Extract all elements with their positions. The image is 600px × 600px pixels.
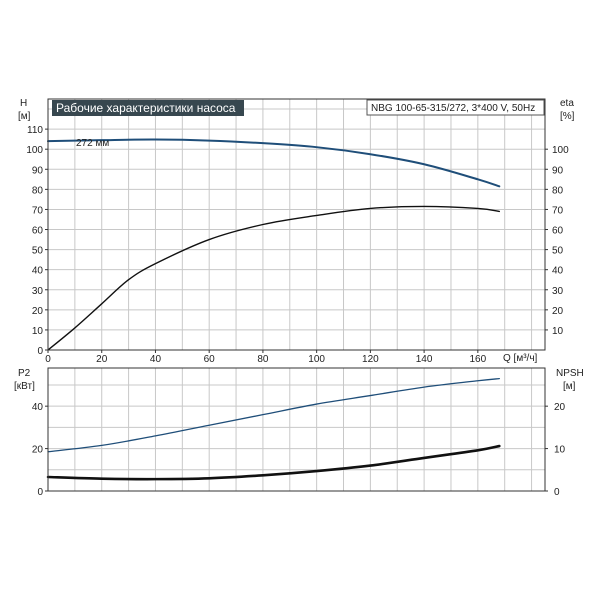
bottom-plot-grid — [48, 368, 545, 491]
right-tick-label: 40 — [552, 266, 564, 277]
left-axis-title-bottom: P2 — [18, 368, 31, 379]
pump-model-label: NBG 100-65-315/272, 3*400 V, 50Hz — [371, 103, 535, 114]
right-axis-title-bottom: NPSH — [556, 368, 584, 379]
series-line-h — [47, 138, 501, 188]
left-tick-label: 100 — [26, 145, 43, 156]
left-tick-label: 70 — [32, 205, 44, 216]
right-tick-label: 30 — [552, 286, 564, 297]
x-tick-label: 0 — [45, 354, 51, 365]
left-axis-title-top: H — [20, 98, 27, 109]
right-tick-label: 20 — [552, 306, 564, 317]
left-tick-label: 40 — [32, 266, 44, 277]
x-axis-title: Q [м³/ч] — [503, 353, 538, 364]
right-tick-label: 10 — [552, 326, 564, 337]
left-tick-label: 40 — [32, 402, 44, 413]
right-tick-label: 80 — [552, 185, 564, 196]
left-tick-label: 0 — [37, 487, 43, 498]
right-tick-label: 70 — [552, 205, 564, 216]
right-tick-label: 50 — [552, 246, 564, 257]
impeller-diameter-annotation: 272 мм — [76, 138, 109, 149]
right-axis-unit-bottom: [м] — [563, 381, 576, 392]
x-tick-label: 60 — [204, 354, 216, 365]
x-tick-label: 40 — [150, 354, 162, 365]
right-axis-unit-top: [%] — [560, 111, 575, 122]
left-tick-labels-bottom: 0 20 40 — [32, 402, 48, 498]
left-tick-label: 20 — [32, 306, 44, 317]
right-tick-label: 60 — [552, 226, 564, 237]
right-tick-label: 10 — [554, 445, 566, 456]
right-axis-title-top: eta — [560, 98, 574, 109]
model-box — [366, 99, 545, 116]
x-tick-label: 20 — [96, 354, 108, 365]
x-tick-label: 140 — [416, 354, 433, 365]
x-tick-label: 120 — [362, 354, 379, 365]
left-tick-label: 10 — [32, 326, 44, 337]
bottom-plot-curves — [46, 377, 501, 481]
top-plot-frame — [47, 98, 546, 351]
left-tick-label: 0 — [37, 346, 43, 357]
left-axis-unit-top: [м] — [18, 111, 31, 122]
left-tick-label: 90 — [32, 165, 44, 176]
left-tick-label: 50 — [32, 246, 44, 257]
right-tick-labels-bottom: 0 10 20 — [545, 402, 566, 498]
bottom-plot-frame — [47, 367, 546, 492]
left-tick-label: 30 — [32, 286, 44, 297]
right-tick-label: 100 — [552, 145, 569, 156]
x-tick-label: 160 — [469, 354, 486, 365]
left-tick-label: 20 — [32, 445, 44, 456]
x-tick-label: 100 — [308, 354, 325, 365]
right-tick-label: 0 — [554, 487, 560, 498]
right-tick-label: 90 — [552, 165, 564, 176]
x-tick-label: 80 — [257, 354, 269, 365]
title-box — [52, 100, 244, 116]
left-tick-labels-top: 0 10 20 30 40 50 60 70 80 90 100 110 — [26, 125, 48, 357]
right-tick-labels-top: 10 20 30 40 50 60 70 80 90 100 — [545, 145, 569, 337]
x-tick-labels: 0 20 40 60 80 100 120 140 160 — [45, 350, 487, 365]
left-axis-unit-bottom: [кВт] — [14, 381, 35, 392]
left-tick-label: 110 — [27, 125, 43, 136]
series-line-p2 — [47, 377, 500, 453]
right-tick-label: 20 — [554, 402, 566, 413]
left-tick-label: 80 — [32, 185, 44, 196]
chart-title: Рабочие характеристики насоса — [56, 101, 236, 115]
top-plot-curves — [47, 138, 501, 351]
series-line-npsh — [46, 444, 501, 481]
left-tick-label: 60 — [32, 226, 44, 237]
series-line-eta — [47, 205, 501, 351]
